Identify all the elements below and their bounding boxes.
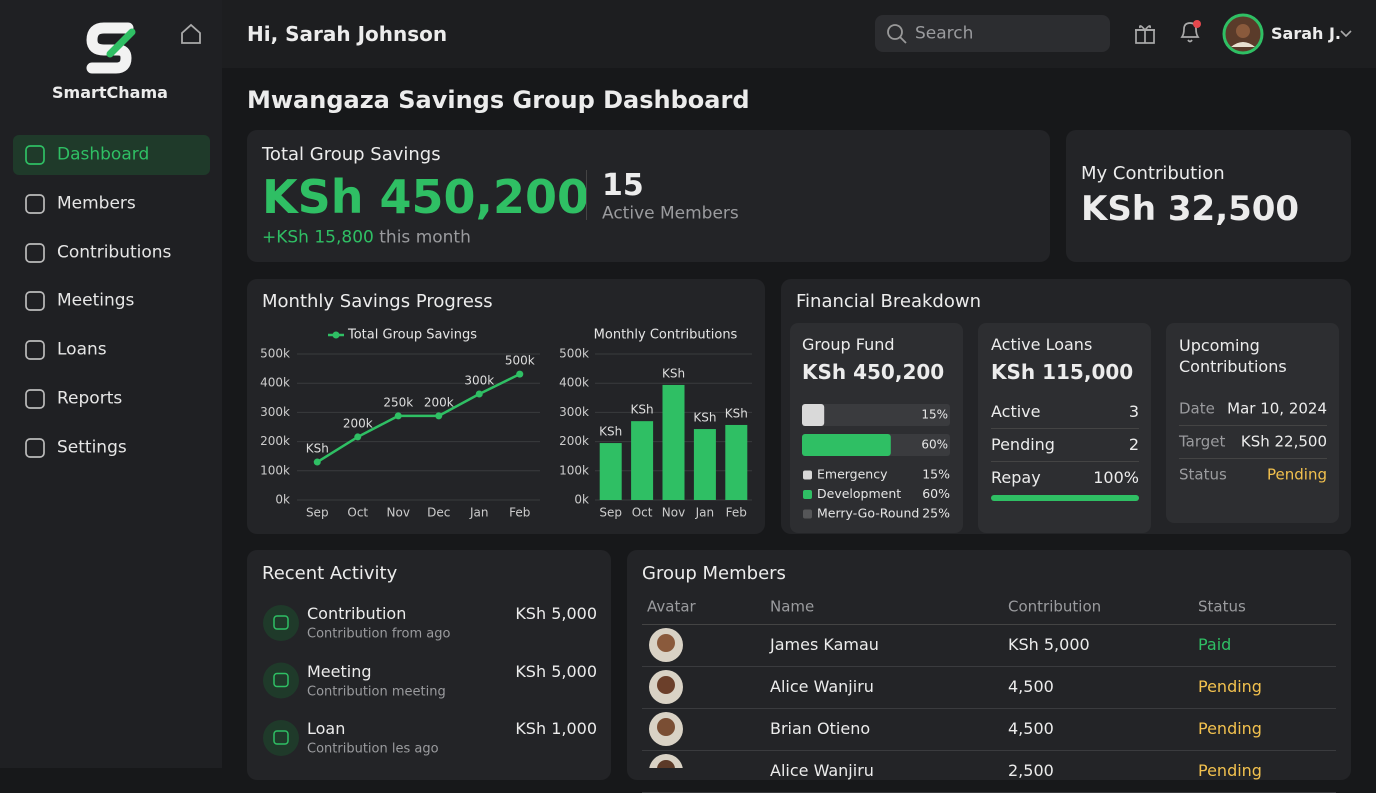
column-header: Status [1198,597,1246,616]
activity-subtitle: Contribution les ago [307,741,439,757]
member-status: Pending [1198,719,1262,738]
activity-card [247,550,611,780]
loan-row-label: Pending [991,435,1055,454]
divider [586,170,587,220]
nav-item[interactable]: Dashboard [57,144,150,165]
summary-change: +KSh 15,800 [262,227,374,248]
activity-title: Meeting [307,661,372,681]
activity-amount: KSh 5,000 [515,604,597,623]
upcoming-row-label: Target [1179,432,1226,451]
member-name: Brian Otieno [770,719,871,738]
nav-item[interactable]: Members [57,193,136,214]
nav-item[interactable]: Reports [57,388,123,409]
upcoming-row-value: Pending [1267,465,1327,484]
member-name: James Kamau [770,635,879,654]
user-avatar[interactable] [1222,13,1264,55]
header-divider [642,624,1336,625]
members-card [627,550,1351,780]
group-fund-amount: KSh 450,200 [802,360,945,384]
column-header: Contribution [1008,597,1102,616]
notification-button[interactable] [1178,19,1202,45]
repay-label: Repay [991,468,1041,487]
group-fund-label: Group Fund [802,335,895,354]
member-status: Paid [1198,635,1232,654]
row-divider [1179,425,1327,426]
member-contribution: 4,500 [1008,719,1054,738]
column-header: Avatar [647,597,696,616]
search-icon [887,24,907,44]
member-status: Pending [1198,761,1262,780]
row-divider [642,708,1336,709]
nav-active-bg [13,135,210,175]
activity-amount: KSh 5,000 [515,661,597,681]
activity-title: Loan [307,719,346,738]
loan-row-value: 2 [1128,435,1139,454]
members-count: 15 [602,168,644,203]
brand: SmartChama [52,83,168,102]
upcoming-row-label: Date [1179,399,1215,418]
activity-title: Recent Activity [262,563,398,584]
progress-card [247,279,765,534]
sidebar [0,0,222,768]
member-name: Alice Wanjiru [770,761,874,780]
user-name[interactable]: Sarah J. [1271,24,1341,43]
members-label: Active Members [602,203,739,224]
nav-item[interactable]: Contributions [57,242,172,263]
upcoming-row-value: Mar 10, 2024 [1227,399,1327,418]
upcoming-card [1166,323,1339,523]
member-name: Alice Wanjiru [770,677,874,696]
row-divider [642,666,1336,667]
summary-label: Total Group Savings [262,144,441,165]
nav-item[interactable]: Settings [57,437,127,458]
my-contribution-label: My Contribution [1081,163,1225,184]
row-divider [1179,458,1327,459]
breakdown-title: Financial Breakdown [796,291,981,312]
member-contribution: KSh 5,000 [1008,635,1090,654]
gift-button[interactable] [1134,22,1156,46]
activity-subtitle: Contribution from ago [307,626,451,642]
member-contribution: 4,500 [1008,677,1054,696]
user-menu-chevron[interactable] [1340,29,1352,39]
logo-icon [86,22,136,74]
row-divider [991,461,1139,462]
page-title: Mwangaza Savings Group Dashboard [247,86,750,114]
nav-item[interactable]: Loans [57,339,107,360]
activity-subtitle: Contribution meeting [307,684,446,699]
search-box[interactable] [875,15,1110,52]
summary-change-line: +KSh 15,800 this month [262,227,471,248]
repay-value: 100% [1093,468,1139,487]
upcoming-row-value: KSh 22,500 [1240,432,1327,451]
upcoming-title: Upcoming Contributions [1179,336,1287,376]
progress-title: Monthly Savings Progress [262,291,493,312]
row-divider [991,428,1139,429]
nav-item[interactable]: Meetings [57,290,135,311]
search-placeholder: Search [915,23,974,44]
loan-row-label: Active [991,402,1041,421]
summary-amount: KSh 450,200 [262,170,590,224]
summary-change-suffix: this month [379,227,471,248]
member-status: Pending [1198,677,1262,696]
my-contribution-card [1066,130,1351,262]
active-loans-label: Active Loans [991,335,1093,354]
home-button[interactable] [179,23,203,45]
activity-amount: KSh 1,000 [515,719,597,738]
members-title: Group Members [642,563,786,584]
activity-title: Contribution [307,604,407,623]
member-contribution: 2,500 [1008,761,1054,780]
row-divider [642,750,1336,751]
my-contribution-amount: KSh 32,500 [1081,189,1300,229]
summary-card [247,130,1050,262]
group-fund-card [790,323,963,533]
greeting: Hi, Sarah Johnson [247,22,448,46]
active-loans-amount: KSh 115,000 [991,360,1134,384]
column-header: Name [770,597,815,616]
loan-row-value: 3 [1128,402,1139,421]
upcoming-row-label: Status [1179,465,1227,484]
